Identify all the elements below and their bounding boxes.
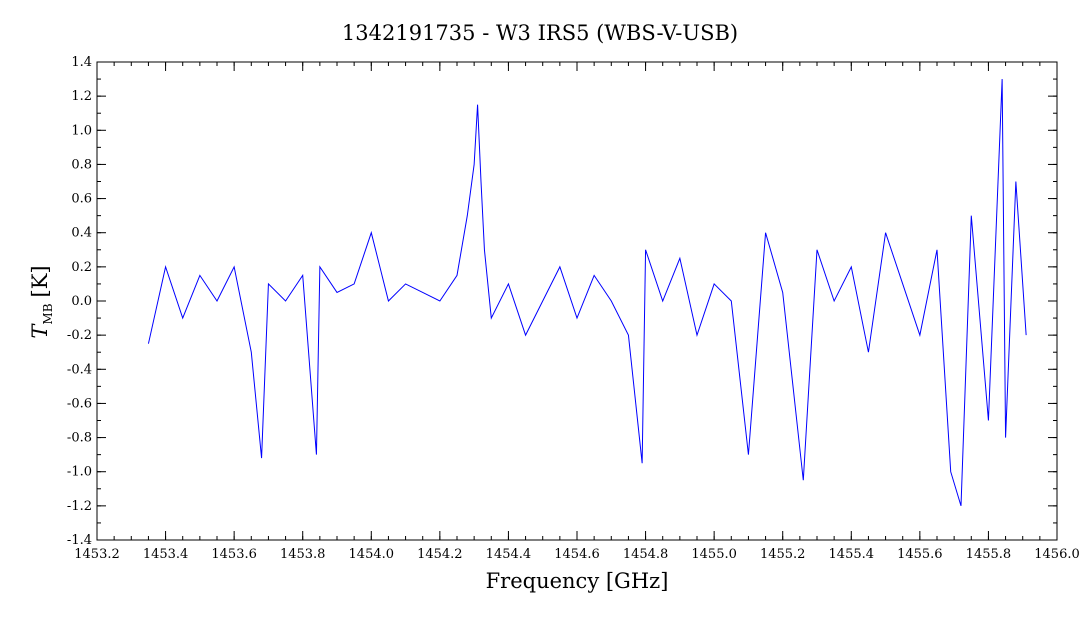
x-tick-label: 1456.0 [1034, 547, 1080, 562]
x-tick-label: 1453.8 [280, 547, 326, 562]
x-tick-label: 1454.0 [349, 547, 395, 562]
y-axis-label-unit: [K] [28, 265, 52, 297]
y-tick-label: 1.2 [71, 89, 92, 104]
y-axis-label-main: T [28, 323, 52, 339]
y-tick-label: -1.2 [67, 499, 92, 514]
svg-text:TMB[K]: TMB [K] [28, 265, 55, 338]
y-tick-label: -1.0 [67, 465, 92, 480]
y-tick-label: 0.2 [71, 260, 92, 275]
chart-title: 1342191735 - W3 IRS5 (WBS-V-USB) [342, 21, 738, 45]
y-tick-label: 0.6 [71, 192, 92, 207]
y-tick-label: -0.8 [67, 431, 92, 446]
x-tick-label: 1454.8 [623, 547, 669, 562]
y-tick-label: 0.0 [71, 294, 92, 309]
y-tick-label: 0.8 [71, 157, 92, 172]
x-tick-label: 1454.6 [554, 547, 600, 562]
y-tick-label: -0.2 [67, 328, 92, 343]
x-tick-label: 1453.2 [74, 547, 120, 562]
x-tick-label: 1453.6 [211, 547, 257, 562]
y-axis-label-subscript: MB [41, 303, 55, 324]
spectrum-line-0 [147, 79, 1027, 507]
y-tick-label: 1.0 [71, 123, 92, 138]
x-tick-label: 1455.6 [897, 547, 943, 562]
y-tick-label: -1.4 [67, 533, 92, 548]
y-tick-label: -0.6 [67, 396, 92, 411]
x-tick-label: 1455.8 [966, 547, 1012, 562]
x-tick-label: 1454.4 [486, 547, 532, 562]
axes: 1453.2 1453.4 1453.6 1453.8 1454.0 1454.2 1454… [67, 55, 1080, 562]
y-tick-label: 0.4 [71, 226, 92, 241]
x-tick-label: 1453.4 [143, 547, 189, 562]
y-tick-label: 1.4 [71, 55, 92, 70]
y-axis-label: TMB [K] [28, 265, 55, 338]
x-tick-label: 1455.2 [760, 547, 806, 562]
y-tick-label: -0.4 [67, 362, 92, 377]
x-tick-label: 1454.2 [417, 547, 463, 562]
x-tick-label: 1455.4 [829, 547, 875, 562]
x-axis-label: Frequency [GHz] [486, 569, 669, 593]
x-tick-label: 1455.0 [691, 547, 737, 562]
plot-area [147, 79, 1027, 507]
